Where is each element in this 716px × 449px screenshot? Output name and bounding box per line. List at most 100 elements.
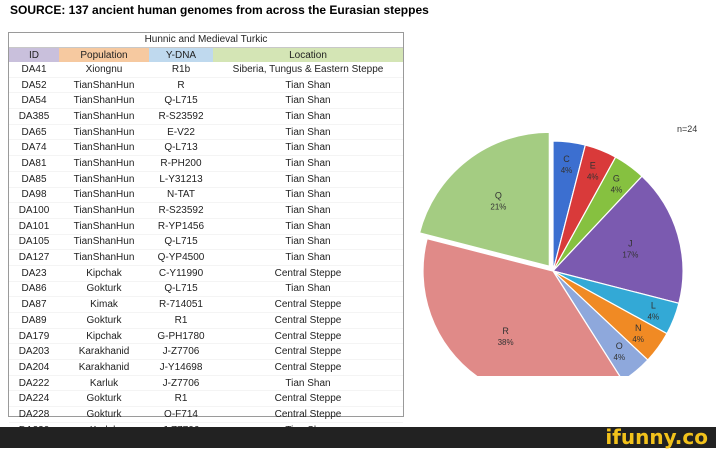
cell-id: DA81 <box>9 155 59 172</box>
slice-label-g: G <box>613 174 620 184</box>
cell-population: TianShanHun <box>59 187 149 204</box>
cell-location: Central Steppe <box>213 265 403 282</box>
table-row: DA101 TianShanHun R-YP1456 Tian Shan <box>9 218 403 235</box>
cell-population: Gokturk <box>59 281 149 298</box>
table-row: DA179 Kipchak G-PH1780 Central Steppe <box>9 328 403 345</box>
cell-population: Kipchak <box>59 328 149 345</box>
cell-population: TianShanHun <box>59 234 149 251</box>
table-caption: Hunnic and Medieval Turkic <box>9 33 403 48</box>
table-row: DA222 Karluk J-Z7706 Tian Shan <box>9 375 403 392</box>
cell-ydna: Q-L715 <box>149 92 213 110</box>
cell-ydna: Q-L713 <box>149 139 213 157</box>
table-row: DA74 TianShanHun Q-L713 Tian Shan <box>9 139 403 157</box>
header-id: ID <box>9 48 59 62</box>
slice-percent-q: 21% <box>490 203 506 212</box>
cell-population: TianShanHun <box>59 92 149 110</box>
cell-population: Gokturk <box>59 312 149 329</box>
source-title: SOURCE: 137 ancient human genomes from a… <box>10 3 429 17</box>
table-row: DA100 TianShanHun R-S23592 Tian Shan <box>9 202 403 219</box>
slice-label-r: R <box>502 326 509 336</box>
cell-id: DA203 <box>9 343 59 361</box>
cell-ydna: J-Z7706 <box>149 375 213 392</box>
header-population: Population <box>59 48 149 62</box>
cell-location: Tian Shan <box>213 155 403 172</box>
cell-population: TianShanHun <box>59 139 149 157</box>
table-row: DA224 Gokturk R1 Central Steppe <box>9 390 403 408</box>
cell-location: Siberia, Tungus & Eastern Steppe <box>213 62 403 78</box>
cell-ydna: Q-L715 <box>149 281 213 298</box>
table-row: DA89 Gokturk R1 Central Steppe <box>9 312 403 329</box>
cell-id: DA127 <box>9 249 59 266</box>
table-row: DA86 Gokturk Q-L715 Tian Shan <box>9 281 403 298</box>
slice-percent-l: 4% <box>648 313 660 322</box>
cell-location: Tian Shan <box>213 202 403 219</box>
genome-table: Hunnic and Medieval Turkic ID Population… <box>8 32 404 439</box>
cell-population: TianShanHun <box>59 77 149 94</box>
cell-id: DA204 <box>9 359 59 376</box>
cell-id: DA89 <box>9 312 59 329</box>
cell-id: DA86 <box>9 281 59 298</box>
cell-location: Central Steppe <box>213 296 403 313</box>
cell-location: Tian Shan <box>213 77 403 94</box>
slice-label-c: C <box>563 154 570 164</box>
cell-location: Central Steppe <box>213 328 403 345</box>
cell-population: TianShanHun <box>59 249 149 266</box>
cell-population: TianShanHun <box>59 155 149 172</box>
cell-location: Tian Shan <box>213 171 403 188</box>
cell-ydna: J-Y14698 <box>149 359 213 376</box>
cell-ydna: R1 <box>149 390 213 408</box>
cell-ydna: L-Y31213 <box>149 171 213 188</box>
cell-location: Central Steppe <box>213 390 403 408</box>
cell-id: DA85 <box>9 171 59 188</box>
cell-id: DA52 <box>9 77 59 94</box>
cell-id: DA74 <box>9 139 59 157</box>
table-row: DA204 Karakhanid J-Y14698 Central Steppe <box>9 359 403 376</box>
cell-location: Tian Shan <box>213 281 403 298</box>
cell-ydna: R-714051 <box>149 296 213 313</box>
cell-id: DA98 <box>9 187 59 204</box>
cell-population: Kipchak <box>59 265 149 282</box>
cell-ydna: R-S23592 <box>149 202 213 219</box>
cell-id: DA87 <box>9 296 59 313</box>
cell-population: Xiongnu <box>59 62 149 78</box>
cell-location: Tian Shan <box>213 108 403 125</box>
cell-population: TianShanHun <box>59 218 149 235</box>
table-row: DA203 Karakhanid J-Z7706 Central Steppe <box>9 343 403 361</box>
cell-location: Tian Shan <box>213 234 403 251</box>
cell-population: Karluk <box>59 375 149 392</box>
cell-location: Tian Shan <box>213 375 403 392</box>
cell-population: Kimak <box>59 296 149 313</box>
slice-label-n: N <box>635 323 642 333</box>
cell-location: Tian Shan <box>213 249 403 266</box>
table-row: DA385 TianShanHun R-S23592 Tian Shan <box>9 108 403 125</box>
sample-size-annotation: n=24 <box>677 124 697 134</box>
table-row: DA87 Kimak R-714051 Central Steppe <box>9 296 403 313</box>
cell-id: DA228 <box>9 406 59 423</box>
table-row: DA105 TianShanHun Q-L715 Tian Shan <box>9 234 403 251</box>
cell-ydna: G-PH1780 <box>149 328 213 345</box>
cell-id: DA65 <box>9 124 59 141</box>
cell-ydna: R <box>149 77 213 94</box>
slice-label-q: Q <box>495 191 502 201</box>
cell-location: Central Steppe <box>213 406 403 423</box>
slice-percent-o: 4% <box>614 353 626 362</box>
cell-population: Karakhanid <box>59 359 149 376</box>
cell-id: DA105 <box>9 234 59 251</box>
table-row: DA127 TianShanHun Q-YP4500 Tian Shan <box>9 249 403 266</box>
watermark-bar: ifunny.co <box>0 425 716 449</box>
cell-ydna: R1 <box>149 312 213 329</box>
cell-id: DA385 <box>9 108 59 125</box>
table-row: DA228 Gokturk O-F714 Central Steppe <box>9 406 403 423</box>
table-row: DA98 TianShanHun N-TAT Tian Shan <box>9 187 403 204</box>
header-row: ID Population Y-DNA Location <box>9 48 403 62</box>
table-row: DA41 Xiongnu R1b Siberia, Tungus & Eastern … <box>9 62 403 78</box>
cell-id: DA41 <box>9 62 59 78</box>
cell-population: TianShanHun <box>59 124 149 141</box>
cell-id: DA54 <box>9 92 59 110</box>
cell-population: Gokturk <box>59 406 149 423</box>
slice-label-j: J <box>628 239 633 249</box>
cell-location: Tian Shan <box>213 218 403 235</box>
cell-location: Central Steppe <box>213 359 403 376</box>
cell-population: Karakhanid <box>59 343 149 361</box>
slice-percent-j: 17% <box>622 251 638 260</box>
